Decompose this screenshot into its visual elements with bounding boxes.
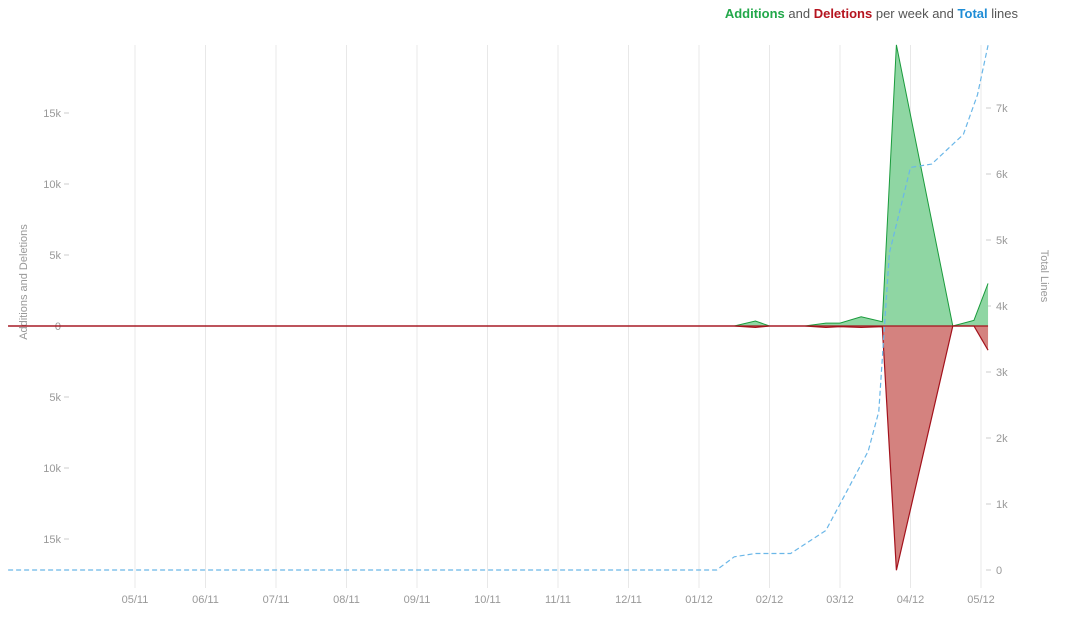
y-right-tick-label: 7k (996, 103, 1008, 115)
additions-line (8, 44, 989, 327)
y-right-tick-label: 2k (996, 433, 1008, 445)
chart-legend: Additions and Deletions per week and Tot… (725, 6, 1018, 21)
x-tick-label: 09/11 (404, 594, 431, 606)
x-tick-label: 06/11 (192, 594, 219, 606)
legend-total: Total (957, 6, 988, 21)
x-tick-label: 01/12 (685, 594, 713, 606)
legend-deletions: Deletions (813, 6, 873, 21)
y-left-axis-title: Additions and Deletions (18, 224, 30, 340)
x-tick-label: 11/11 (545, 594, 571, 606)
x-tick-label: 04/12 (897, 594, 925, 606)
x-tick-label: 07/11 (263, 594, 290, 606)
deletions-area (8, 326, 989, 571)
y-right-tick-label: 6k (996, 169, 1008, 181)
deletions-line (8, 325, 989, 571)
y-left-tick-label: 15k (43, 534, 61, 546)
y-right-tick-label: 5k (996, 235, 1008, 247)
legend-and: and (788, 6, 811, 21)
y-left-tick-label: 10k (43, 463, 61, 475)
y-right-axis-title: Total Lines (1038, 250, 1050, 303)
y-left-tick-label: 5k (49, 250, 61, 262)
y-left-tick-label: 5k (49, 392, 61, 404)
x-tick-label: 02/12 (756, 594, 784, 606)
total-lines-series (8, 45, 989, 571)
legend-lines: lines (991, 6, 1018, 21)
x-tick-label: 12/11 (615, 594, 642, 606)
x-tick-label: 10/11 (474, 594, 501, 606)
x-tick-label: 08/11 (333, 594, 360, 606)
y-right-tick-label: 1k (996, 499, 1008, 511)
y-right-tick-label: 3k (996, 367, 1008, 379)
y-left-tick-label: 0 (55, 321, 61, 333)
y-right-tick-label: 0 (996, 565, 1002, 577)
x-tick-label: 05/12 (967, 594, 995, 606)
x-tick-label: 05/11 (122, 594, 149, 606)
additions-area (8, 44, 989, 327)
legend-additions: Additions (724, 6, 785, 21)
y-left-tick-label: 15k (43, 108, 61, 120)
legend-per-week: per week and (875, 6, 954, 21)
y-left-tick-label: 10k (43, 179, 61, 191)
y-right-tick-label: 4k (996, 301, 1008, 313)
x-tick-label: 03/12 (826, 594, 854, 606)
